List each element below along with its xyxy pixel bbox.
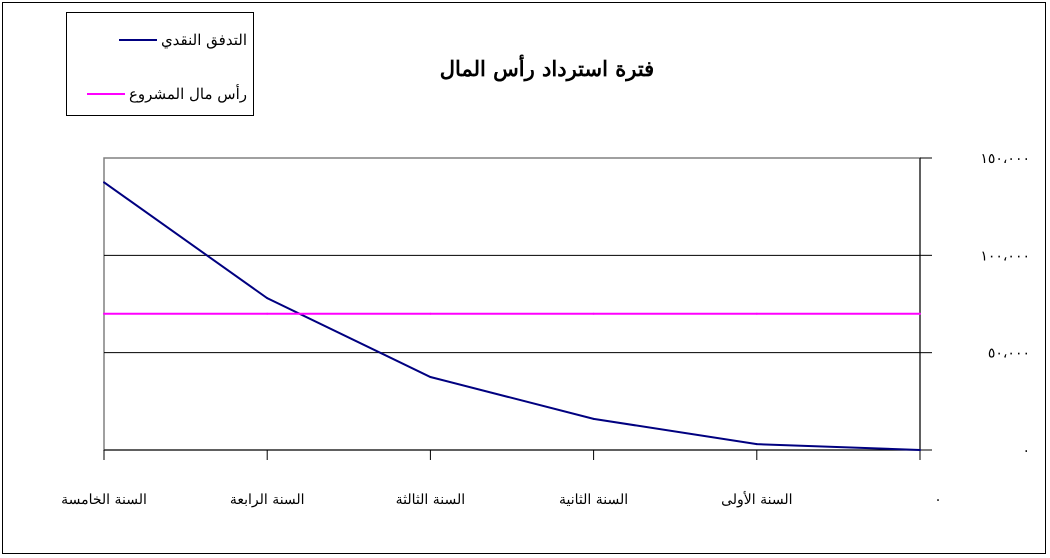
x-tick-label-1: السنة الأولى bbox=[721, 490, 792, 508]
series-0-point-1 bbox=[755, 443, 758, 446]
x-tick-label-3: السنة الثالثة bbox=[396, 492, 465, 508]
series-1-point-1 bbox=[755, 312, 758, 315]
x-tick-label-0: ٠ bbox=[934, 492, 942, 508]
legend-item-cash-flow: التدفق النقدي bbox=[118, 31, 247, 49]
x-tick-label-5: السنة الخامسة bbox=[61, 492, 147, 508]
series-1-point-0 bbox=[919, 312, 921, 315]
series-0-point-3 bbox=[429, 376, 432, 378]
series-0-point-2 bbox=[592, 417, 595, 420]
legend-swatch-cash-flow bbox=[118, 39, 157, 41]
series-1-point-5 bbox=[103, 312, 105, 315]
y-tick-label-0: ٠ bbox=[1022, 443, 1030, 459]
plot-area-border bbox=[103, 157, 921, 451]
x-tick-label-2: السنة الثانية bbox=[559, 492, 628, 508]
legend-swatch-capital bbox=[86, 93, 125, 95]
series-1-point-4 bbox=[266, 312, 269, 315]
series-0-point-5 bbox=[103, 181, 105, 184]
legend-label-capital: رأس مال المشروع bbox=[128, 85, 247, 103]
series-0-point-4 bbox=[266, 297, 269, 300]
legend: التدفق النقدي رأس مال المشروع bbox=[66, 12, 254, 116]
chart-title: فترة استرداد رأس المال bbox=[439, 56, 655, 81]
y-tick-label-3: ١٥٠،٠٠٠ bbox=[980, 151, 1030, 167]
legend-label-cash-flow: التدفق النقدي bbox=[160, 31, 247, 49]
series-line-0 bbox=[103, 181, 921, 451]
x-tick-label-4: السنة الرابعة bbox=[230, 492, 305, 508]
series-0-point-0 bbox=[919, 449, 921, 451]
series-1-point-3 bbox=[429, 312, 432, 315]
legend-item-capital: رأس مال المشروع bbox=[86, 85, 247, 103]
y-tick-label-1: ٥٠،٠٠٠ bbox=[988, 346, 1030, 362]
y-tick-label-2: ١٠٠،٠٠٠ bbox=[980, 248, 1030, 264]
series-1-point-2 bbox=[592, 312, 595, 315]
